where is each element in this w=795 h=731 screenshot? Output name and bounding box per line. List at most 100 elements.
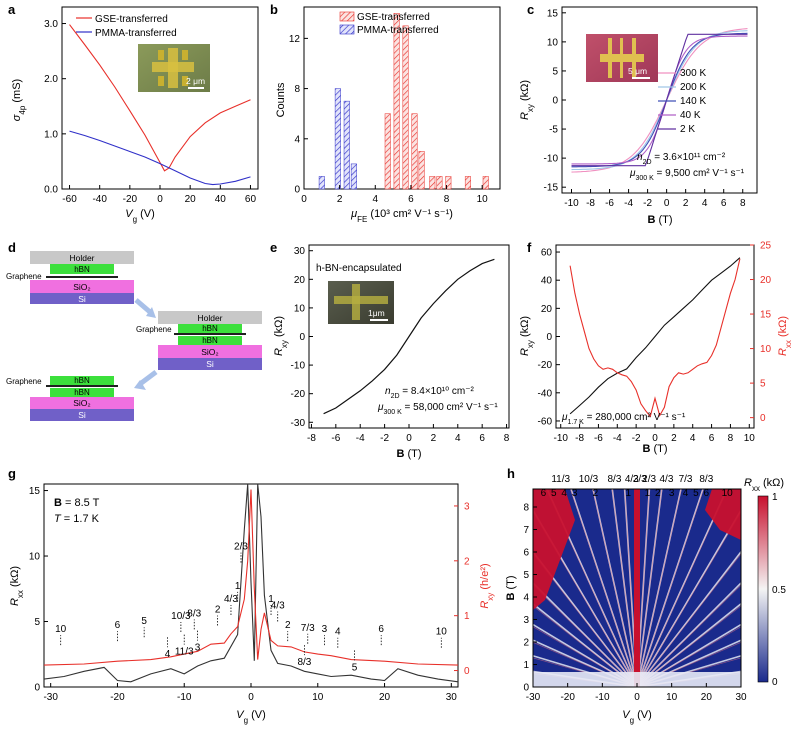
- y-axis-label-f-right: Rxx (kΩ): [777, 316, 793, 356]
- stack-1-sio2: SiO₂: [73, 282, 90, 292]
- c-ytick-label: 0: [552, 96, 558, 107]
- heatmap-fan-red-4: [533, 605, 638, 687]
- stack-2-hbn-bottom: hBN: [202, 336, 218, 345]
- e-ytick-label: -30: [291, 418, 306, 429]
- legend-c: 300 K 200 K 140 K 40 K 2 K: [658, 68, 706, 135]
- panel-letter-g: g: [8, 466, 16, 481]
- arrow-2: [138, 370, 158, 386]
- g-ytick-label: 15: [29, 486, 41, 497]
- g-right-ytick-label: 2: [464, 556, 470, 567]
- h-xtick-label: 0: [634, 692, 640, 703]
- annotation-g-6: 4/3: [224, 594, 238, 605]
- f-ytick-label: 20: [541, 304, 553, 315]
- bar-b-0-9: [482, 176, 489, 190]
- arrow-2-head: [134, 380, 146, 390]
- e-xtick-label: 8: [504, 433, 510, 444]
- x-axis-label-e: B (T): [396, 448, 421, 460]
- c-xtick-label: -4: [624, 198, 633, 209]
- stack-2-hbn-top: hBN: [202, 324, 218, 333]
- f-xtick-label: 6: [709, 433, 715, 444]
- arrow-1-head: [146, 307, 156, 318]
- y-axis-label-b: Counts: [275, 82, 287, 117]
- g-ytick-label: 0: [34, 683, 40, 694]
- heatmap-top-label-2-7: 2: [655, 488, 661, 499]
- annotation-g-15: 7/3: [301, 623, 315, 634]
- y-axis-label-c: Rxy (kΩ): [519, 80, 535, 120]
- g-right-ytick-label: 1: [464, 611, 470, 622]
- h-ytick-label: 6: [523, 548, 529, 559]
- heatmap-fan-red-8: [636, 489, 729, 687]
- f-xtick-label: 4: [690, 433, 696, 444]
- e-xtick-label: 2: [431, 433, 437, 444]
- stack-1-graphene-label: Graphene: [6, 272, 42, 281]
- stack-1-holder: Holder: [69, 253, 94, 263]
- bar-b-0-2: [402, 25, 409, 190]
- heatmap-fan-red-8: [545, 489, 638, 687]
- colorbar-h: [757, 495, 769, 683]
- e-ytick-label: 20: [294, 275, 306, 286]
- c-xtick-label: 0: [664, 198, 670, 209]
- heatmap-top-label-2-5: 1: [626, 488, 632, 499]
- annotation-g-2: 5: [141, 616, 147, 627]
- panel-d-schematic: Holder hBN Graphene SiO₂ Si Holder hBN G…: [6, 251, 262, 421]
- a-ytick-label: 3.0: [44, 19, 58, 30]
- scale-bar-c: 5 μm: [628, 66, 647, 76]
- annotation-g-4: 8/3: [187, 608, 201, 619]
- stack-2-holder: Holder: [197, 313, 222, 323]
- series-f-1: [569, 258, 741, 418]
- device-image-c: 5 μm: [586, 34, 658, 82]
- g-xtick-label: -20: [110, 692, 125, 703]
- c-ytick-label: -10: [544, 154, 559, 165]
- a-xtick-label: 60: [245, 194, 257, 205]
- h-xtick-label: 30: [735, 692, 747, 703]
- scale-bar-e: 1μm: [368, 308, 385, 318]
- series-c-4: [571, 33, 748, 167]
- h-xtick-label: -20: [560, 692, 575, 703]
- panel-letter-h: h: [507, 466, 515, 481]
- legend-a-gse: GSE-transferred: [95, 14, 168, 25]
- g-xtick-label: 0: [248, 692, 254, 703]
- heatmap-top-label-1: 10/3: [579, 474, 599, 485]
- heatmap-cnp: [634, 489, 640, 687]
- a-ytick-label: 1.0: [44, 129, 58, 140]
- y-axis-label-a: σ4p (mS): [11, 79, 27, 121]
- h-ytick-label: 7: [523, 525, 529, 536]
- c-xtick-label: -2: [643, 198, 652, 209]
- legend-c-label-1: 200 K: [680, 82, 706, 93]
- f-right-ytick-label: 10: [760, 344, 772, 355]
- stack-3-hbn-top: hBN: [74, 376, 90, 385]
- h-xtick-label: 20: [701, 692, 713, 703]
- heatmap-top-label-2-9: 4: [683, 488, 689, 499]
- device-image-a: 2 μm: [138, 44, 210, 92]
- heatmap-fan-red-10: [636, 489, 682, 687]
- cbar-label-h: Rxx (kΩ): [744, 477, 784, 493]
- bar-b-1-1: [334, 88, 341, 190]
- heatmap-top-label-2-6: 1: [645, 488, 651, 499]
- bar-b-0-7: [445, 176, 452, 190]
- c-ytick-label: -5: [549, 125, 558, 136]
- heatmap-fan-4: [636, 602, 741, 687]
- a-xtick-label: 20: [185, 194, 197, 205]
- panel-c: -10 -8 -6 -4 -2 0 2 4 6 8 -15 -10 -5 0 5 10 15 5 μm 300 …: [519, 6, 758, 226]
- e-xtick-label: -8: [307, 433, 316, 444]
- bar-b-0-3: [411, 113, 418, 190]
- heatmap-fan-5: [636, 581, 741, 687]
- f-ytick-label: -40: [538, 388, 553, 399]
- heatmap-fan-4: [533, 602, 638, 687]
- heatmap-top-label-5: 2/3: [642, 474, 656, 485]
- series-g-1: [43, 489, 459, 666]
- b-ytick-label: 4: [294, 134, 300, 145]
- f-xtick-label: -4: [613, 433, 622, 444]
- annotation-g-13: 4/3: [271, 601, 285, 612]
- g-ytick-label: 10: [29, 552, 41, 563]
- c-xtick-label: 6: [721, 198, 727, 209]
- f-xtick-label: -2: [632, 433, 641, 444]
- axes-frame-b: [303, 6, 501, 190]
- c-ytick-label: 5: [552, 66, 558, 77]
- heatmap-top-label-8: 8/3: [699, 474, 713, 485]
- bar-b-0-4: [418, 151, 425, 190]
- legend-c-label-0: 300 K: [680, 68, 706, 79]
- heatmap-fan-red-9: [570, 489, 638, 687]
- condition-g-temp: T = 1.7 K: [54, 513, 100, 525]
